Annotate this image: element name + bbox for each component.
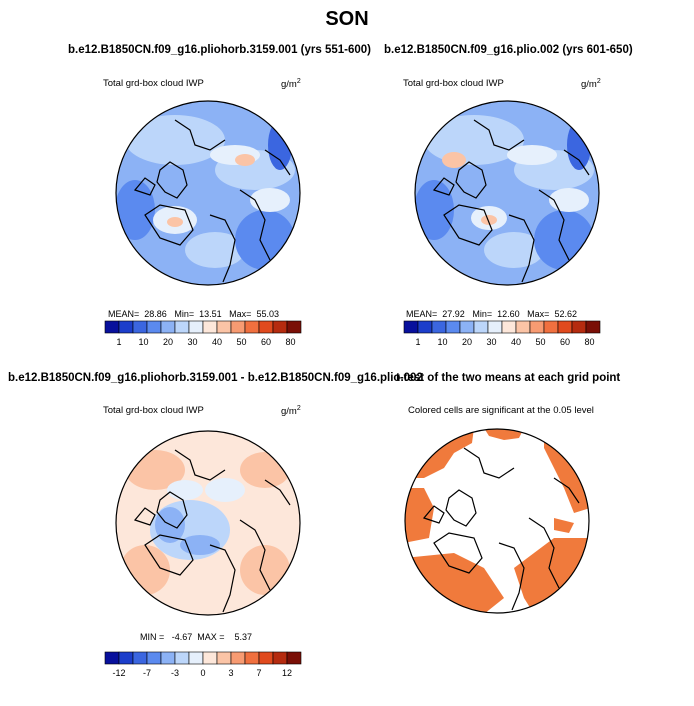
colorbar-box: [571, 320, 587, 334]
colorbar-box: [216, 320, 232, 334]
colorbar-box: [244, 651, 260, 665]
colorbar-box: [445, 320, 461, 334]
panel1-mean: 28.86: [144, 309, 167, 319]
panel2-max: 52.62: [554, 309, 577, 319]
colorbar-tick-label: 60: [260, 337, 271, 347]
colorbar-box: [487, 320, 503, 334]
colorbar-box: [132, 651, 148, 665]
colorbar-tick-label: 40: [510, 337, 521, 347]
colorbar-box: [286, 320, 302, 334]
colorbar-box: [557, 320, 573, 334]
panel4-subtitle: Colored cells are significant at the 0.0…: [408, 405, 594, 416]
colorbar-box: [202, 320, 218, 334]
colorbar-box: [529, 320, 545, 334]
colorbar-tick-label: 7: [256, 668, 262, 678]
colorbar-tick-label: -7: [142, 668, 151, 678]
colorbar-box: [543, 320, 559, 334]
colorbar-box: [431, 320, 447, 334]
colorbar-box: [118, 320, 134, 334]
panel2-map: [414, 100, 600, 286]
colorbar-box: [585, 320, 601, 334]
colorbar-box: [230, 320, 246, 334]
colorbar-box: [459, 320, 475, 334]
colorbar-tick-label: -3: [170, 668, 179, 678]
colorbar-box: [118, 651, 134, 665]
colorbar-box: [473, 320, 489, 334]
panel2-stats: MEAN= 27.92 Min= 12.60 Max= 52.62: [406, 309, 577, 319]
colorbar-tick-label: 50: [236, 337, 247, 347]
panel3-title: b.e12.B1850CN.f09_g16.pliohorb.3159.001 …: [8, 372, 423, 384]
panel2-title: b.e12.B1850CN.f09_g16.plio.002 (yrs 601-…: [384, 44, 633, 56]
panel3-field-label: Total grd-box cloud IWP: [103, 405, 204, 416]
panel3-units: g/m2: [281, 405, 301, 418]
colorbar-box: [160, 320, 176, 334]
figure-title: SON: [325, 8, 369, 30]
panel3-stats: MIN = -4.67 MAX = 5.37: [140, 632, 253, 642]
colorbar-tick-label: 1: [116, 337, 122, 347]
panel1-colorbar: [104, 320, 302, 334]
colorbar-box: [258, 320, 274, 334]
panel2-units: g/m2: [581, 78, 601, 91]
colorbar-tick-label: 40: [211, 337, 222, 347]
panel2-mean: 27.92: [442, 309, 465, 319]
panel2-min: 12.60: [497, 309, 520, 319]
colorbar-box: [104, 320, 120, 334]
panel1-max: 55.03: [256, 309, 279, 319]
colorbar-tick-label: 30: [486, 337, 497, 347]
colorbar-box: [501, 320, 517, 334]
colorbar-tick-label: 50: [535, 337, 546, 347]
colorbar-tick-label: 80: [285, 337, 296, 347]
colorbar-box: [188, 651, 204, 665]
colorbar-tick-label: -12: [112, 668, 126, 678]
panel3-map: [115, 430, 301, 616]
colorbar-tick-label: 10: [138, 337, 149, 347]
panel1-units: g/m2: [281, 78, 301, 91]
panel1-min: 13.51: [199, 309, 222, 319]
panel4-map: [404, 428, 590, 614]
colorbar-box: [403, 320, 419, 334]
panel2-colorbar: [403, 320, 601, 334]
panel2-field-label: Total grd-box cloud IWP: [403, 78, 504, 89]
colorbar-tick-label: 20: [461, 337, 472, 347]
colorbar-tick-label: 1: [415, 337, 421, 347]
colorbar-box: [188, 320, 204, 334]
panel3-colorbar: [104, 651, 302, 665]
colorbar-tick-label: 12: [281, 668, 292, 678]
panel1-field-label: Total grd-box cloud IWP: [103, 78, 204, 89]
colorbar-box: [515, 320, 531, 334]
panel1-title: b.e12.B1850CN.f09_g16.pliohorb.3159.001 …: [68, 44, 371, 56]
colorbar-box: [174, 320, 190, 334]
colorbar-box: [286, 651, 302, 665]
colorbar-box: [272, 651, 288, 665]
colorbar-box: [160, 651, 176, 665]
panel4-title: t-test of the two means at each grid poi…: [396, 372, 621, 384]
colorbar-box: [272, 320, 288, 334]
colorbar-tick-label: 0: [200, 668, 206, 678]
colorbar-box: [104, 651, 120, 665]
colorbar-box: [146, 320, 162, 334]
colorbar-tick-label: 20: [162, 337, 173, 347]
panel1-stats: MEAN= 28.86 Min= 13.51 Max= 55.03: [108, 309, 279, 319]
colorbar-box: [132, 320, 148, 334]
colorbar-box: [258, 651, 274, 665]
colorbar-box: [174, 651, 190, 665]
colorbar-box: [202, 651, 218, 665]
colorbar-box: [230, 651, 246, 665]
colorbar-box: [216, 651, 232, 665]
colorbar-box: [244, 320, 260, 334]
colorbar-box: [417, 320, 433, 334]
panel1-map: [115, 100, 301, 286]
colorbar-tick-label: 3: [228, 668, 234, 678]
colorbar-box: [146, 651, 162, 665]
colorbar-tick-label: 10: [437, 337, 448, 347]
colorbar-tick-label: 30: [187, 337, 198, 347]
colorbar-tick-label: 80: [584, 337, 595, 347]
colorbar-tick-label: 60: [559, 337, 570, 347]
